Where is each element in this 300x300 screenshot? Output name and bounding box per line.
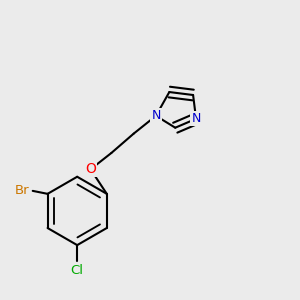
Text: N: N: [151, 109, 160, 122]
Text: N: N: [191, 112, 201, 125]
Text: Cl: Cl: [71, 264, 84, 277]
Text: Br: Br: [15, 184, 30, 197]
Text: O: O: [85, 162, 96, 176]
